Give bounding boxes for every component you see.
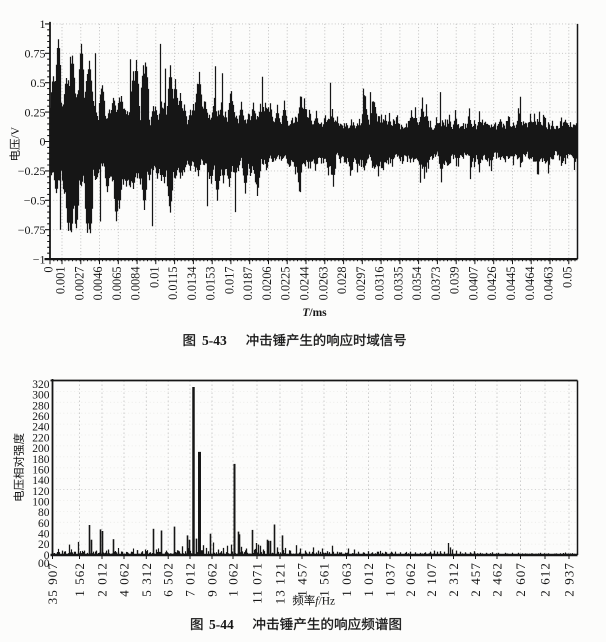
svg-text:0.0225: 0.0225 [279, 267, 293, 301]
svg-text:0.01: 0.01 [147, 267, 161, 289]
svg-text:2 012: 2 012 [95, 562, 110, 597]
svg-text:4 062: 4 062 [117, 562, 132, 597]
svg-text:0.0426: 0.0426 [485, 267, 499, 301]
svg-text:260: 260 [32, 411, 50, 423]
svg-text:220: 220 [32, 432, 50, 444]
svg-text:0.0354: 0.0354 [410, 267, 424, 301]
svg-text:T/ms: T/ms [302, 307, 327, 319]
svg-text:0.0335: 0.0335 [391, 267, 405, 301]
svg-text:7 012: 7 012 [183, 562, 198, 597]
svg-text:80: 80 [38, 507, 50, 519]
svg-text:0.0084: 0.0084 [129, 267, 143, 301]
svg-text:0.75: 0.75 [25, 47, 46, 61]
svg-text:−0.5: −0.5 [24, 194, 46, 208]
svg-text:0.039: 0.039 [448, 267, 462, 295]
svg-text:100: 100 [32, 497, 50, 509]
svg-text:0: 0 [40, 135, 46, 149]
svg-text:0.0046: 0.0046 [91, 267, 105, 301]
svg-text:0.0407: 0.0407 [466, 267, 480, 301]
svg-text:0.0373: 0.0373 [429, 267, 443, 301]
svg-text:140: 140 [32, 475, 50, 487]
svg-text:13 121: 13 121 [273, 562, 288, 604]
svg-text:−1: −1 [33, 252, 46, 266]
svg-text:1 457: 1 457 [295, 562, 310, 597]
svg-text:1 561: 1 561 [317, 562, 332, 597]
svg-text:2 457: 2 457 [468, 562, 483, 597]
svg-text:0.0065: 0.0065 [110, 267, 124, 301]
svg-text:0.0134: 0.0134 [185, 267, 199, 301]
svg-text:280: 280 [32, 400, 50, 412]
svg-text:0.0297: 0.0297 [354, 267, 368, 301]
svg-text:0.0027: 0.0027 [72, 267, 86, 301]
svg-text:2 937: 2 937 [562, 562, 577, 597]
svg-text:20: 20 [38, 539, 50, 551]
svg-text:0.0206: 0.0206 [260, 267, 274, 301]
svg-text:2 107: 2 107 [424, 562, 439, 597]
svg-text:5 312: 5 312 [139, 562, 154, 597]
svg-text:5-43: 5-43 [202, 333, 227, 348]
svg-text:0.0187: 0.0187 [241, 267, 255, 301]
svg-text:120: 120 [32, 486, 50, 498]
svg-text:0.0445: 0.0445 [504, 267, 518, 301]
svg-text:0.0464: 0.0464 [523, 267, 537, 301]
svg-text:0.0463: 0.0463 [542, 267, 556, 301]
svg-text:0.0244: 0.0244 [298, 267, 312, 301]
svg-text:−0.25: −0.25 [18, 164, 46, 178]
svg-text:35 907: 35 907 [45, 562, 60, 604]
svg-text:1 562: 1 562 [72, 562, 87, 597]
svg-text:0: 0 [42, 267, 56, 273]
svg-text:6 502: 6 502 [161, 562, 176, 597]
svg-text:0.0263: 0.0263 [316, 267, 330, 301]
svg-text:00: 00 [38, 558, 50, 570]
svg-text:2 062: 2 062 [403, 562, 418, 597]
svg-text:0.001: 0.001 [54, 267, 68, 295]
svg-text:240: 240 [32, 422, 50, 434]
svg-text:9 062: 9 062 [205, 562, 220, 597]
svg-text:1 037: 1 037 [383, 562, 398, 597]
svg-text:60: 60 [38, 518, 50, 530]
svg-text:200: 200 [32, 443, 50, 455]
svg-text:11 071: 11 071 [250, 562, 265, 604]
svg-text:180: 180 [32, 454, 50, 466]
svg-text:0.0153: 0.0153 [204, 267, 218, 301]
svg-text:−0.75: −0.75 [18, 223, 46, 237]
svg-text:0.25: 0.25 [25, 105, 46, 119]
svg-text:5-44: 5-44 [209, 617, 234, 632]
svg-text:320: 320 [32, 379, 50, 391]
svg-text:0.0316: 0.0316 [373, 267, 387, 301]
svg-text:1 062: 1 062 [226, 562, 241, 597]
svg-text:0.0115: 0.0115 [166, 267, 180, 300]
svg-text:40: 40 [38, 529, 50, 541]
svg-text:/V: /V [10, 126, 22, 138]
svg-text:300: 300 [32, 390, 50, 402]
svg-text:2 312: 2 312 [446, 562, 461, 597]
svg-text:0.5: 0.5 [31, 76, 46, 90]
svg-text:2 607: 2 607 [513, 562, 528, 597]
svg-text:2 462: 2 462 [490, 562, 505, 597]
svg-text:1 063: 1 063 [339, 562, 354, 597]
svg-text:160: 160 [32, 464, 50, 476]
svg-text:0: 0 [44, 550, 50, 562]
svg-text:2 612: 2 612 [538, 562, 553, 597]
svg-text:0.028: 0.028 [335, 267, 349, 295]
svg-text:1: 1 [40, 17, 46, 31]
svg-text:0.05: 0.05 [560, 267, 574, 289]
svg-text:1 012: 1 012 [361, 562, 376, 597]
svg-text:0.017: 0.017 [222, 267, 236, 295]
svg-text:f/Hz: f/Hz [315, 596, 335, 608]
